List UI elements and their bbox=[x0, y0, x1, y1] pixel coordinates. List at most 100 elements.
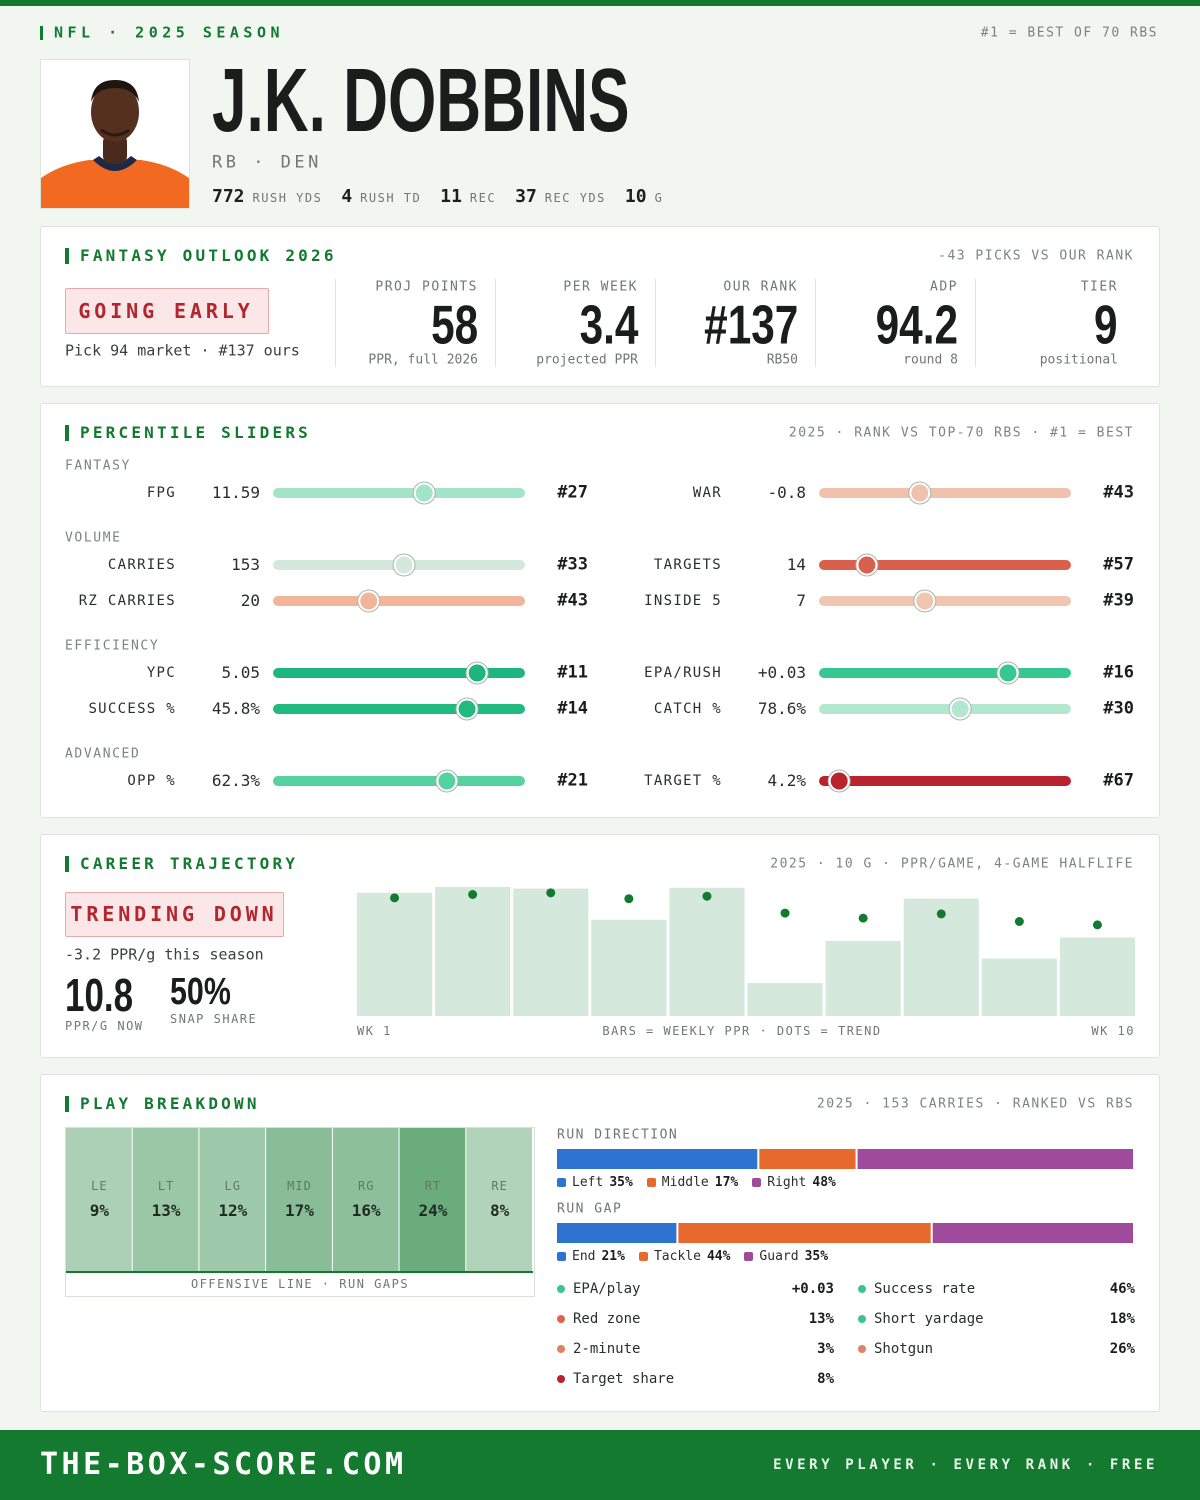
gap-baseline bbox=[66, 1271, 533, 1273]
gap-cell bbox=[199, 1128, 266, 1272]
slider-knob bbox=[395, 556, 413, 574]
stat-label: 2-minute bbox=[573, 1341, 641, 1357]
slider-knob bbox=[438, 772, 456, 790]
stat-value: 37 bbox=[515, 186, 537, 207]
header-note: #1 = BEST OF 70 RBS bbox=[980, 25, 1158, 41]
slider-track bbox=[819, 704, 1071, 714]
split-segment bbox=[557, 1149, 758, 1169]
slider-label: CATCH % bbox=[653, 701, 722, 717]
trend-dot bbox=[936, 909, 946, 919]
slider-value: 5.05 bbox=[221, 663, 260, 682]
badge-box bbox=[65, 288, 269, 334]
metric-sub: round 8 bbox=[903, 352, 958, 368]
title-accent bbox=[65, 856, 69, 872]
metric-label: PROJ POINTS bbox=[375, 279, 478, 295]
stat-row: 772 RUSH YDS 4 RUSH TD 11 REC 37 REC YDS 10 G bbox=[212, 186, 682, 207]
metric-value: #137 bbox=[703, 293, 798, 356]
stat-label: RUSH TD bbox=[360, 191, 422, 205]
slider-rank: #43 bbox=[557, 590, 588, 611]
legend-name: Tackle bbox=[653, 1249, 701, 1264]
stat-label: Short yardage bbox=[874, 1311, 984, 1327]
slider-value: 45.8% bbox=[211, 699, 260, 718]
legend-swatch bbox=[752, 1178, 762, 1187]
slider-rank: #30 bbox=[1103, 698, 1134, 719]
slider-label: OPP % bbox=[127, 773, 176, 789]
trend-dot bbox=[780, 908, 790, 918]
gap-value: 8% bbox=[490, 1201, 510, 1220]
slider-value: 20 bbox=[240, 591, 260, 610]
stat-label: REC YDS bbox=[544, 191, 606, 205]
metric-label: ADP bbox=[930, 279, 958, 295]
x-label: WK 1 bbox=[357, 1024, 392, 1038]
gap-cell bbox=[66, 1128, 132, 1272]
slider-rank: #43 bbox=[1103, 482, 1134, 503]
title-accent bbox=[65, 425, 69, 441]
slider-track bbox=[273, 668, 525, 678]
metric-value: 3.4 bbox=[579, 293, 638, 356]
group-label: ADVANCED bbox=[65, 746, 141, 762]
slider-label: EPA/RUSH bbox=[644, 665, 722, 681]
slider-track bbox=[273, 776, 525, 786]
group-label: VOLUME bbox=[65, 530, 122, 546]
legend-swatch bbox=[557, 1178, 566, 1187]
stat-label: EPA/play bbox=[573, 1281, 641, 1297]
split-segment bbox=[557, 1223, 677, 1243]
stat-dot bbox=[557, 1315, 565, 1323]
slider-track bbox=[273, 596, 525, 606]
header-accent bbox=[40, 26, 43, 40]
slider-rank: #16 bbox=[1103, 662, 1134, 683]
split-segment bbox=[932, 1223, 1133, 1243]
slider-rank: #57 bbox=[1103, 554, 1134, 575]
slider-label: FPG bbox=[146, 485, 176, 501]
metric-label: PER WEEK bbox=[563, 279, 638, 295]
weekly-bar bbox=[1059, 937, 1135, 1016]
badge: GOING EARLY bbox=[78, 299, 254, 323]
legend-value: 35% bbox=[804, 1249, 829, 1264]
gap-value: 17% bbox=[285, 1201, 314, 1220]
slider-rank: #33 bbox=[557, 554, 588, 575]
split-legend: End 21% Tackle 44% Guard 35% bbox=[557, 1249, 842, 1264]
slider-knob bbox=[415, 484, 433, 502]
stat-dot bbox=[557, 1285, 565, 1293]
slider-rank: #27 bbox=[557, 482, 588, 503]
gap-cell bbox=[132, 1128, 199, 1272]
slider-knob bbox=[458, 700, 476, 718]
snap-share-label: SNAP SHARE bbox=[170, 1012, 258, 1026]
slider-label: YPC bbox=[146, 665, 176, 681]
metric-label: OUR RANK bbox=[723, 279, 798, 295]
weekly-bar bbox=[513, 888, 589, 1016]
split-segment bbox=[759, 1149, 856, 1169]
metric-value: 9 bbox=[1094, 293, 1118, 356]
gap-cell bbox=[399, 1128, 466, 1272]
trend-dot bbox=[390, 893, 400, 903]
divider bbox=[655, 279, 656, 367]
trend-dot bbox=[624, 894, 634, 904]
slider-rank: #39 bbox=[1103, 590, 1134, 611]
metric-sub: positional bbox=[1039, 352, 1118, 368]
trend-dot bbox=[1092, 920, 1102, 930]
stat-value: +0.03 bbox=[791, 1281, 834, 1297]
stat-value: 18% bbox=[1109, 1311, 1135, 1327]
split-legend: Left 35% Middle 17% Right 48% bbox=[557, 1175, 850, 1190]
divider bbox=[335, 279, 336, 367]
stat-value: 4 bbox=[341, 186, 353, 207]
legend-name: End bbox=[572, 1249, 596, 1264]
gap-value: 13% bbox=[151, 1201, 181, 1220]
title-accent bbox=[65, 248, 69, 264]
gap-value: 9% bbox=[89, 1201, 109, 1220]
slider-value: 14 bbox=[786, 555, 806, 574]
ppr-now-label: PPR/G NOW bbox=[65, 1019, 144, 1033]
badge: TRENDING DOWN bbox=[70, 902, 278, 926]
legend-name: Middle bbox=[661, 1175, 709, 1190]
divider bbox=[815, 279, 816, 367]
stat-label: Red zone bbox=[573, 1311, 641, 1327]
metric-sub: projected PPR bbox=[536, 352, 638, 368]
stat-value: 772 bbox=[212, 186, 245, 207]
section-note: 2025 · 153 CARRIES · RANKED VS RBS bbox=[816, 1096, 1134, 1112]
slider-rank: #11 bbox=[557, 662, 588, 683]
slider-value: 78.6% bbox=[757, 699, 806, 718]
stat-label: REC bbox=[469, 191, 497, 205]
gap-value: 24% bbox=[418, 1201, 448, 1220]
top-stripe bbox=[0, 0, 1200, 6]
